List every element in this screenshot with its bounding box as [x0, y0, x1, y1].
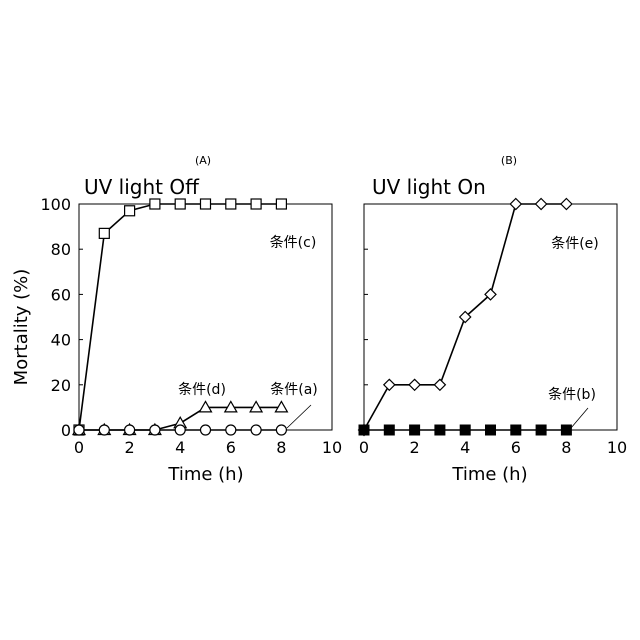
panel-a-data-point — [276, 425, 286, 435]
panel-b-xlabel: Time (h) — [451, 464, 527, 485]
panel-a-xtick-label: 0 — [74, 438, 84, 457]
panel-b-data-point — [384, 425, 394, 435]
panel-a-data-point — [125, 206, 135, 216]
panel-b-data-point — [536, 199, 547, 210]
panel-a-xtick-label: 4 — [175, 438, 185, 457]
panel-b-xtick-label: 10 — [607, 438, 627, 457]
panel-b-data-point — [359, 425, 369, 435]
panel-b-data-point — [486, 425, 496, 435]
panel-a-xtick-label: 10 — [322, 438, 342, 457]
panel-a-annotation-leader — [287, 405, 311, 428]
panel-a-data-point — [99, 228, 109, 238]
panel-b-annotation: 条件(e) — [551, 235, 599, 252]
panel-a-data-point — [251, 199, 261, 209]
panel-a-data-point — [150, 425, 160, 435]
panel-a-annotation: 条件(c) — [270, 234, 317, 251]
panel-b-data-point — [561, 199, 572, 210]
panel-b-title: UV light On — [372, 175, 486, 199]
panel-a-ytick-label: 100 — [40, 195, 71, 214]
panel-b-data-point — [435, 425, 445, 435]
panel-a-xlabel: Time (h) — [167, 464, 243, 485]
panel-b-annotation: 条件(b) — [548, 386, 596, 403]
panel-a-annotation: 条件(a) — [270, 381, 318, 398]
panel-a-xtick-label: 2 — [125, 438, 135, 457]
panel-b-xtick-label: 2 — [410, 438, 420, 457]
panel-b-letter: (B) — [501, 154, 517, 167]
panel-b-data-point — [460, 425, 470, 435]
panel-a-ytick-label: 40 — [51, 331, 71, 350]
panel-a-xtick-label: 6 — [226, 438, 236, 457]
panel-a-data-point — [276, 199, 286, 209]
panel-b-xtick-label: 6 — [511, 438, 521, 457]
panel-a-data-point — [201, 199, 211, 209]
panel-b-data-point — [410, 425, 420, 435]
panel-a-data-point — [150, 199, 160, 209]
panel-a-data-point — [201, 425, 211, 435]
panel-a-letter: (A) — [195, 154, 211, 167]
panel-a-ylabel: Mortality (%) — [11, 269, 32, 386]
panel-b-data-point — [434, 379, 445, 390]
panel-a-data-point — [99, 425, 109, 435]
panel-a-ytick-label: 0 — [61, 421, 71, 440]
panel-b-data-point — [536, 425, 546, 435]
panel-a-ytick-label: 80 — [51, 240, 71, 259]
panel-a-data-point — [226, 425, 236, 435]
panel-a-xtick-label: 8 — [276, 438, 286, 457]
panel-a-data-point — [125, 425, 135, 435]
panel-b-data-point — [510, 199, 521, 210]
panel-b-xtick-label: 4 — [460, 438, 470, 457]
panel-a-data-point — [175, 199, 185, 209]
panel-b-annotation-leader — [571, 408, 588, 428]
panel-a-ytick-label: 20 — [51, 376, 71, 395]
panel-a-annotation: 条件(d) — [178, 381, 226, 398]
panel-b-data-point — [511, 425, 521, 435]
panel-a-title: UV light Off — [84, 175, 200, 199]
panel-b-plot: 0 2 4 6 8 10 条件(e) 条件(b) — [359, 199, 628, 458]
panel-a-plot: 0246810020406080100条件(c)条件(d)条件(a) — [40, 195, 342, 457]
panel-b-data-point — [561, 425, 571, 435]
panel-a-data-point — [226, 199, 236, 209]
panel-a-data-point — [175, 425, 185, 435]
panel-b-data-point — [409, 379, 420, 390]
panel-b-xtick-label: 8 — [561, 438, 571, 457]
panel-a-data-point — [251, 425, 261, 435]
panel-b-data-point — [384, 379, 395, 390]
panel-b-xtick-label: 0 — [359, 438, 369, 457]
panel-a-ytick-label: 60 — [51, 285, 71, 304]
panel-a-data-point — [74, 425, 84, 435]
